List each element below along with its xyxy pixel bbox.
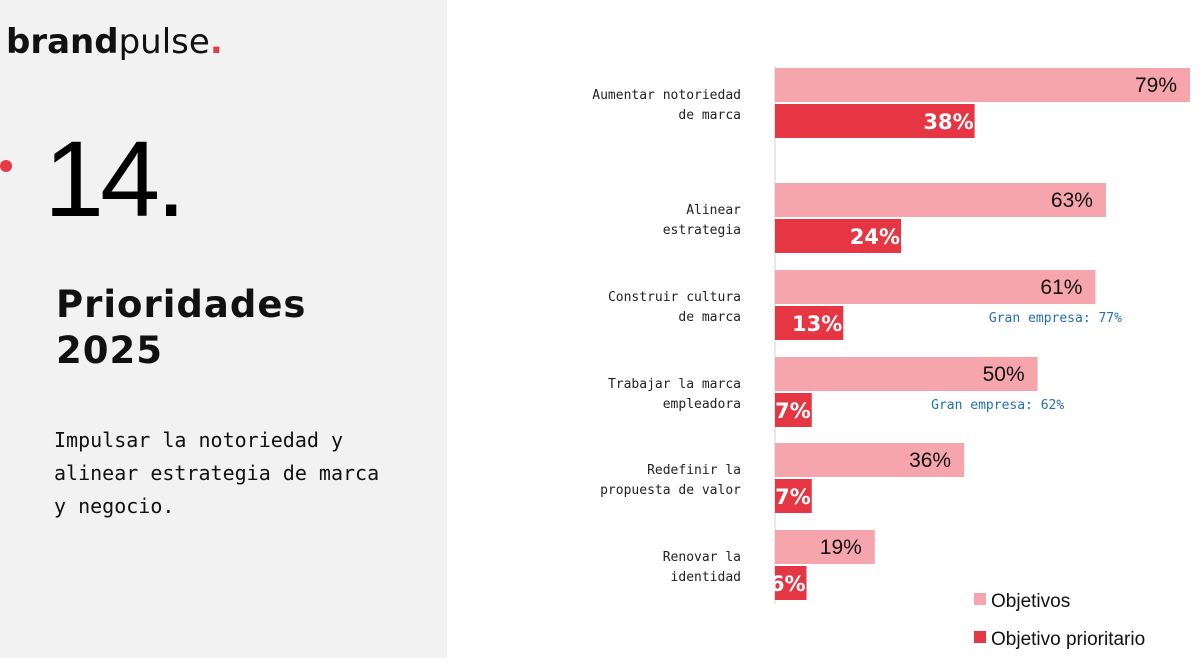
bar-objetivos <box>775 443 965 477</box>
data-label-prioritario: 7% <box>775 485 811 509</box>
data-label-objetivos: 79% <box>1135 74 1177 97</box>
brandpulse-logo: brandpulse. <box>6 22 223 62</box>
data-label-objetivos: 63% <box>1051 189 1093 212</box>
legend-swatch <box>974 631 986 643</box>
category-label: Aumentar notoriedad de marca <box>592 88 741 123</box>
bar-objetivos <box>775 183 1106 217</box>
category-label: Construir cultura de marca <box>608 290 741 325</box>
note-gran-empresa: Gran empresa: 77% <box>989 311 1122 326</box>
data-label-prioritario: 24% <box>850 225 900 249</box>
bar-prioritario <box>775 104 975 138</box>
bar-prioritario <box>775 219 902 253</box>
bar-prioritario <box>775 306 844 340</box>
bar-objetivos <box>775 357 1038 391</box>
data-label-objetivos: 19% <box>820 536 862 559</box>
accent-dot <box>0 160 12 172</box>
category-label: Alinear estrategia <box>663 203 741 238</box>
bar-objetivos <box>775 530 875 564</box>
chart-canvas: Aumentar notoriedad de marca 79% 38% Alinear… <box>592 66 1190 650</box>
bar-prioritario <box>775 566 807 600</box>
data-label-objetivos: 36% <box>909 449 951 472</box>
slide-number: 14. <box>44 118 186 239</box>
logo-brand: brand <box>6 22 119 62</box>
data-label-prioritario: 13% <box>792 312 842 336</box>
note-gran-empresa: Gran empresa: 62% <box>931 398 1064 413</box>
data-label-objetivos: 50% <box>983 363 1025 386</box>
legend-swatch <box>974 593 986 605</box>
category-label: Renovar la identidad <box>663 550 741 585</box>
data-label-objetivos: 61% <box>1040 276 1082 299</box>
bar-prioritario <box>775 393 812 427</box>
bar-prioritario <box>775 479 812 513</box>
legend-label: Objetivos <box>991 591 1070 612</box>
category-label: Trabajar la marca empleadora <box>608 377 741 412</box>
slide-subtitle: Impulsar la notoriedad y alinear estrate… <box>54 428 380 518</box>
legend-label: Objetivo prioritario <box>991 629 1145 650</box>
bar-objetivos <box>775 270 1096 304</box>
logo-dot: . <box>209 22 223 62</box>
priorities-chart: Aumentar notoriedad de marca 79% 38% Alinear… <box>448 0 1200 658</box>
category-label: Redefinir la propuesta de valor <box>600 463 741 498</box>
logo-pulse: pulse <box>118 22 210 62</box>
data-label-prioritario: 38% <box>923 110 973 134</box>
left-panel: brandpulse. 14. Prioridades 2025 Impulsa… <box>0 0 447 658</box>
data-label-prioritario: 6% <box>770 572 806 596</box>
slide-title: Prioridades 2025 <box>56 283 307 372</box>
bar-objetivos <box>775 68 1190 102</box>
data-label-prioritario: 7% <box>775 399 811 423</box>
